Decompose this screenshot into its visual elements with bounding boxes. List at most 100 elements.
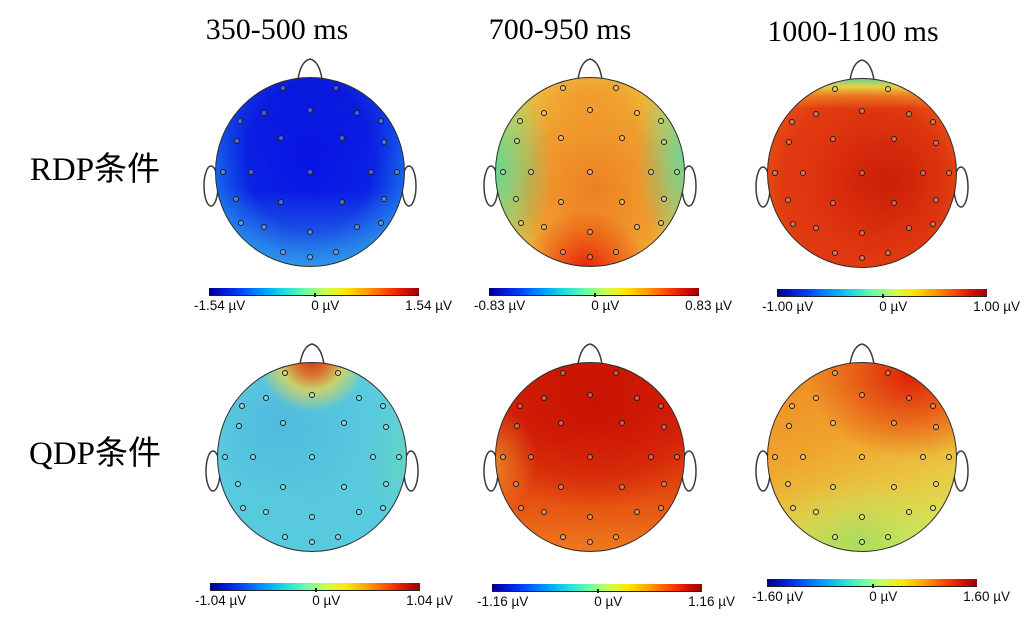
electrode-marker xyxy=(307,253,313,260)
electrode-marker xyxy=(261,109,268,116)
electrode-marker xyxy=(790,504,796,511)
electrode-marker xyxy=(557,420,564,427)
electrode-marker xyxy=(657,504,664,511)
electrode-marker xyxy=(355,508,362,515)
electrode-marker xyxy=(395,454,402,460)
electrode-marker xyxy=(233,138,240,145)
electrode-marker xyxy=(369,454,376,460)
electrode-marker xyxy=(933,139,940,146)
scalp-map-rdp-350-500 xyxy=(215,77,405,267)
nose-outline xyxy=(849,343,875,365)
electrode-marker xyxy=(560,534,567,541)
electrode-marker xyxy=(235,423,242,430)
colorbar-labels: -1.54 µV 0 µV 1.54 µV xyxy=(194,298,452,313)
electrode-marker xyxy=(277,199,284,206)
row-label-qdp: QDP条件 xyxy=(28,436,162,472)
electrode-marker xyxy=(282,534,289,541)
electrode-marker xyxy=(612,534,619,541)
electrode-marker xyxy=(647,454,654,460)
electrode-marker xyxy=(527,169,534,175)
electrode-marker xyxy=(890,200,897,207)
electrode-marker xyxy=(383,481,390,488)
colorbar-labels: -0.83 µV 0 µV 0.83 µV xyxy=(474,298,732,313)
electrode-marker xyxy=(789,119,796,126)
electrode-marker xyxy=(799,454,806,460)
colorbar-rdp-350-500 xyxy=(209,288,419,297)
colorbar-min-label: -1.16 µV xyxy=(477,594,529,609)
electrode-marker xyxy=(832,86,839,93)
electrode-marker xyxy=(832,250,839,257)
electrode-marker xyxy=(340,484,347,491)
colorbar-zero-label: 0 µV xyxy=(591,298,620,313)
colorbar-min-label: -1.60 µV xyxy=(752,589,804,604)
electrode-marker xyxy=(334,370,341,377)
colorbar-labels: -1.60 µV 0 µV 1.60 µV xyxy=(752,589,1010,604)
electrode-marker xyxy=(661,196,668,203)
topomap-panel-rdp-700-950 xyxy=(470,52,710,292)
electrode-marker xyxy=(527,454,534,460)
electrode-marker xyxy=(813,508,820,515)
electrode-marker xyxy=(355,394,362,401)
electrode-marker xyxy=(513,138,520,145)
electrode-marker xyxy=(884,370,891,377)
electrode-marker xyxy=(587,538,593,545)
electrode-marker xyxy=(587,392,593,399)
electrode-marker xyxy=(905,394,912,401)
electrode-marker xyxy=(232,196,239,203)
electrode-marker xyxy=(367,169,374,175)
electrode-marker xyxy=(307,107,313,114)
electrode-marker xyxy=(933,197,940,204)
row-label-rdp: RDP条件 xyxy=(29,152,161,188)
electrode-marker xyxy=(541,394,548,401)
electrode-marker xyxy=(933,481,940,488)
electrode-marker xyxy=(618,484,625,491)
electrode-marker xyxy=(859,170,865,176)
electrode-marker xyxy=(784,197,791,204)
electrode-marker xyxy=(919,454,926,460)
electrode-marker xyxy=(512,481,519,488)
electrode-marker xyxy=(518,504,524,511)
electrode-marker xyxy=(340,420,347,427)
electrode-marker xyxy=(790,220,796,227)
electrode-marker xyxy=(657,403,664,410)
nose-outline xyxy=(849,59,875,81)
topomap-panel-qdp-1000-1100 xyxy=(742,337,982,577)
electrode-marker xyxy=(541,109,548,116)
electrode-marker xyxy=(633,109,640,116)
electrode-marker xyxy=(518,219,524,226)
electrode-marker xyxy=(884,534,891,541)
electrode-marker xyxy=(657,118,664,125)
electrode-marker xyxy=(929,504,936,511)
electrode-marker xyxy=(500,169,507,175)
colorbar-max-label: 0.83 µV xyxy=(685,298,732,313)
electrode-marker xyxy=(785,423,792,430)
electrode-marker xyxy=(277,135,284,142)
electrode-marker xyxy=(832,370,839,377)
nose-outline xyxy=(577,58,603,80)
electrode-marker xyxy=(587,454,593,460)
electrode-marker xyxy=(560,85,567,92)
nose-outline xyxy=(297,58,323,80)
electrode-marker xyxy=(859,454,865,460)
electrode-marker xyxy=(517,118,524,125)
colorbar-rdp-700-950 xyxy=(489,288,699,297)
electrode-marker xyxy=(307,229,313,236)
electrode-marker xyxy=(379,504,386,511)
electrode-marker xyxy=(945,170,952,176)
electrode-marker xyxy=(541,508,548,515)
electrode-marker xyxy=(222,454,229,460)
electrode-marker xyxy=(338,199,345,206)
electrode-marker xyxy=(784,481,791,488)
colorbar-zero-label: 0 µV xyxy=(594,594,623,609)
electrode-marker xyxy=(618,420,625,427)
colorbar-qdp-350-500 xyxy=(210,583,420,592)
electrode-marker xyxy=(393,169,400,175)
colorbar-labels: -1.16 µV 0 µV 1.16 µV xyxy=(477,594,735,609)
electrode-marker xyxy=(612,249,619,256)
electrode-marker xyxy=(557,135,564,142)
electrode-marker xyxy=(884,86,891,93)
electrode-marker xyxy=(772,170,779,176)
colorbar-labels: -1.00 µV 0 µV 1.00 µV xyxy=(762,299,1020,314)
colorbar-qdp-700-950 xyxy=(492,584,702,593)
